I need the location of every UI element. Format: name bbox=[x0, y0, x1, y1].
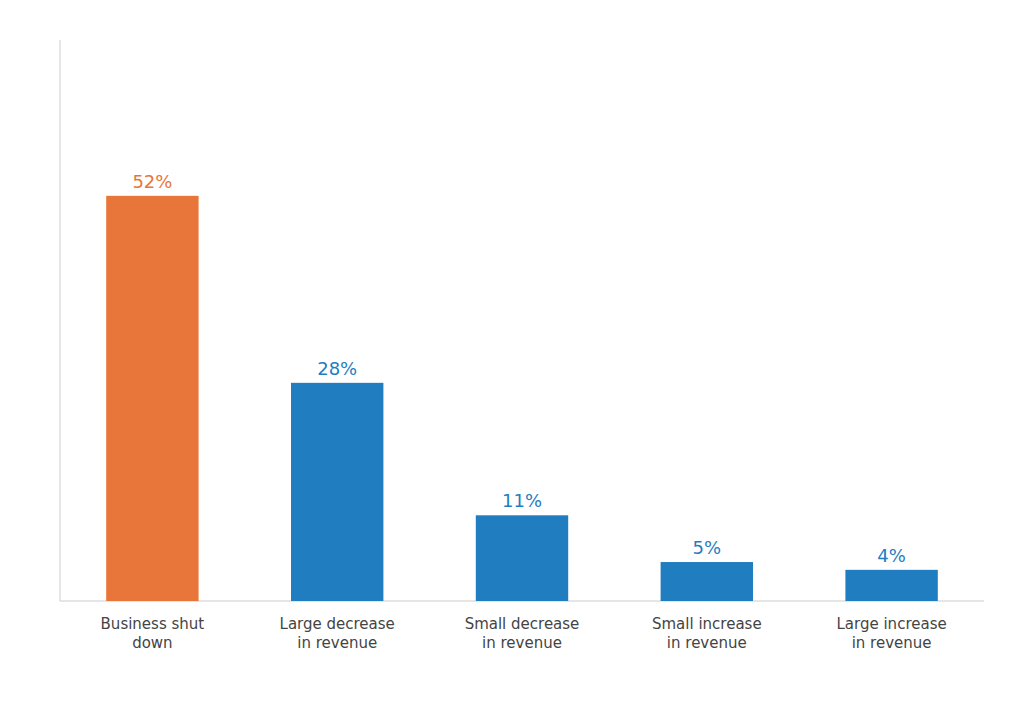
x-tick-label-line: in revenue bbox=[482, 634, 562, 652]
x-tick-label-line: Large increase bbox=[836, 615, 946, 633]
x-tick-label-line: in revenue bbox=[297, 634, 377, 652]
chart-container: 52% 28% 11% 5% 4% Business shutdown Large decr… bbox=[0, 0, 1024, 701]
chart-svg: 52% 28% 11% 5% 4% Business shutdown Large decr… bbox=[0, 0, 1024, 701]
x-tick-label-line: in revenue bbox=[667, 634, 747, 652]
x-tick-label-line: Small increase bbox=[652, 615, 762, 633]
x-tick-label-line: in revenue bbox=[852, 634, 932, 652]
x-tick-label: Small increasein revenue bbox=[652, 615, 762, 652]
data-label: 11% bbox=[502, 490, 542, 511]
x-tick-label-line: Small decrease bbox=[465, 615, 580, 633]
x-tick-label-line: Large decrease bbox=[280, 615, 395, 633]
bar bbox=[291, 383, 383, 601]
x-tick-label: Small decreasein revenue bbox=[465, 615, 580, 652]
x-tick-label: Business shutdown bbox=[101, 615, 205, 652]
data-label: 52% bbox=[132, 171, 172, 192]
x-tick-label: Large increasein revenue bbox=[836, 615, 946, 652]
bar bbox=[476, 515, 568, 601]
page: {"chart_data": {"type": "bar", "categori… bbox=[0, 0, 1024, 701]
x-tick-label: Large decreasein revenue bbox=[280, 615, 395, 652]
data-label: 28% bbox=[317, 358, 357, 379]
bar bbox=[845, 570, 937, 601]
bars bbox=[106, 196, 938, 601]
data-label: 5% bbox=[693, 537, 722, 558]
bar bbox=[106, 196, 198, 601]
x-tick-label-line: down bbox=[132, 634, 172, 652]
x-tick-label-line: Business shut bbox=[101, 615, 205, 633]
bar bbox=[661, 562, 753, 601]
data-label: 4% bbox=[877, 545, 906, 566]
y-axis-line bbox=[60, 40, 61, 601]
